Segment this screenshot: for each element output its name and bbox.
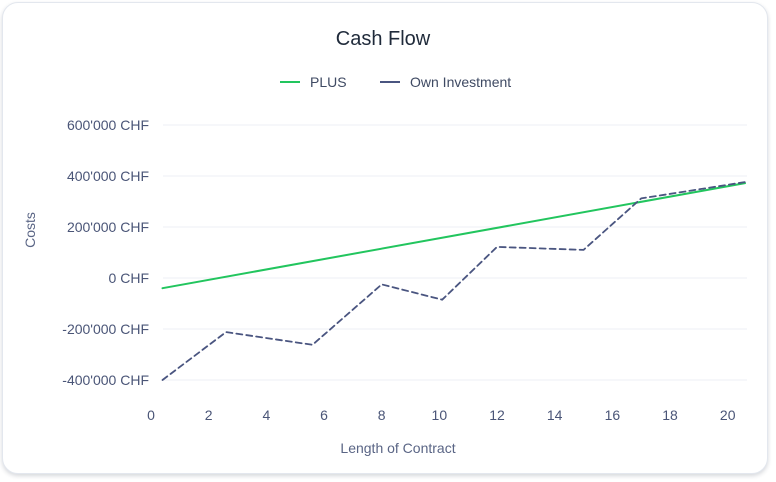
y-axis-label: Costs — [22, 212, 38, 248]
y-tick-label: 200'000 CHF — [67, 219, 149, 235]
y-tick-label: 400'000 CHF — [67, 168, 149, 184]
y-tick-label: -200'000 CHF — [62, 321, 149, 337]
x-tick-label: 8 — [378, 407, 386, 423]
legend-label: PLUS — [310, 74, 347, 90]
series-group — [161, 181, 746, 381]
x-tick-label: 14 — [547, 407, 563, 423]
x-axis-ticks: 0 2 4 6 8 10 12 14 16 18 20 — [147, 407, 736, 423]
x-tick-label: 10 — [432, 407, 448, 423]
x-tick-label: 2 — [205, 407, 213, 423]
x-tick-label: 16 — [605, 407, 621, 423]
series-line-own-investment — [161, 181, 746, 381]
x-axis-label: Length of Contract — [340, 440, 455, 456]
x-tick-label: 6 — [320, 407, 328, 423]
y-axis-ticks: -400'000 CHF -200'000 CHF 0 CHF 200'000 CHF… — [62, 117, 149, 388]
x-tick-label: 4 — [262, 407, 270, 423]
x-tick-label: 0 — [147, 407, 155, 423]
legend: PLUS Own Investment — [280, 74, 511, 90]
chart-title: Cash Flow — [336, 28, 431, 50]
series-line-plus — [161, 182, 746, 290]
x-tick-label: 18 — [662, 407, 678, 423]
y-tick-label: 600'000 CHF — [67, 117, 149, 133]
x-tick-label: 20 — [720, 407, 736, 423]
chart-card — [2, 2, 768, 474]
y-tick-label: -400'000 CHF — [62, 372, 149, 388]
grid — [163, 124, 747, 381]
x-tick-label: 12 — [489, 407, 505, 423]
legend-label: Own Investment — [410, 74, 511, 90]
y-tick-label: 0 CHF — [109, 270, 149, 286]
